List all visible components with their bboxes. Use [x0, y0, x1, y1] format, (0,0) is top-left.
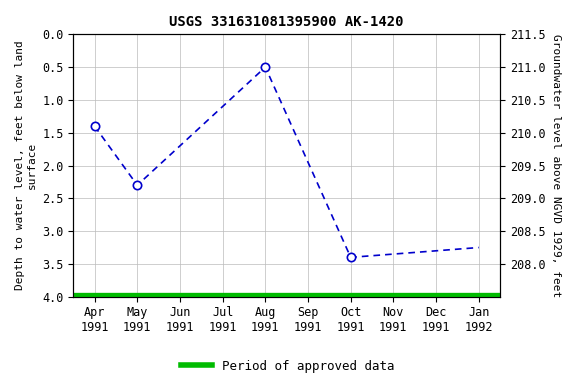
Title: USGS 331631081395900 AK-1420: USGS 331631081395900 AK-1420	[169, 15, 404, 29]
Legend: Period of approved data: Period of approved data	[176, 355, 400, 378]
Y-axis label: Depth to water level, feet below land
surface: Depth to water level, feet below land su…	[15, 41, 37, 290]
Y-axis label: Groundwater level above NGVD 1929, feet: Groundwater level above NGVD 1929, feet	[551, 34, 561, 297]
